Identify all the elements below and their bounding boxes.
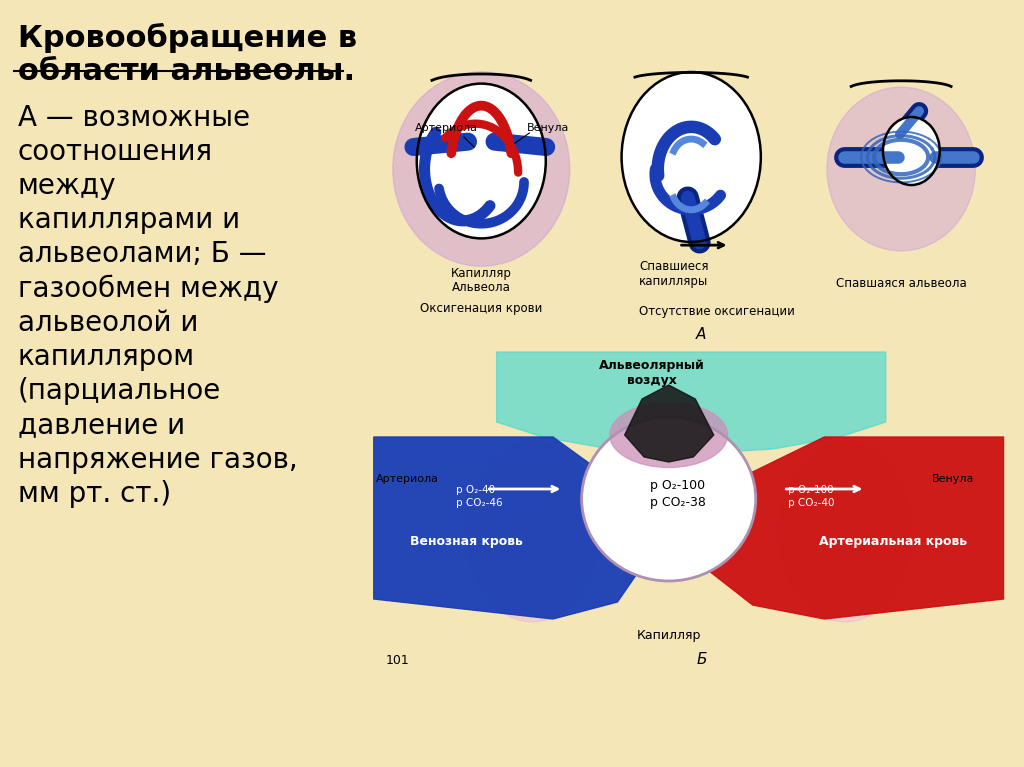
- Polygon shape: [625, 385, 714, 462]
- Text: Оксигенация крови: Оксигенация крови: [420, 302, 543, 315]
- Text: р O₂-100: р O₂-100: [788, 485, 835, 495]
- Text: Альвеола: Альвеола: [452, 281, 511, 294]
- Text: Венула: Венула: [527, 123, 569, 133]
- Ellipse shape: [393, 72, 569, 266]
- Text: Спавшиеся
капилляры: Спавшиеся капилляры: [639, 260, 709, 288]
- Text: Кровообращение в
области альвеолы.: Кровообращение в области альвеолы.: [17, 23, 356, 86]
- Text: А: А: [696, 327, 707, 342]
- Text: Б: Б: [696, 652, 707, 667]
- Text: 101: 101: [386, 654, 410, 667]
- Polygon shape: [374, 437, 655, 619]
- Text: Артериальная кровь: Артериальная кровь: [819, 535, 968, 548]
- Ellipse shape: [827, 87, 975, 251]
- Ellipse shape: [583, 418, 755, 580]
- Text: Артериола: Артериола: [376, 474, 439, 484]
- Text: р СO₂-40: р СO₂-40: [788, 498, 835, 508]
- Text: А — возможные
соотношения
между
капиллярами и
альвеолами; Б —
газообмен между
ал: А — возможные соотношения между капилляр…: [17, 104, 297, 508]
- Text: Венозная кровь: Венозная кровь: [410, 535, 522, 548]
- Text: Спавшаяся альвеола: Спавшаяся альвеола: [836, 277, 967, 290]
- Ellipse shape: [466, 442, 599, 622]
- Ellipse shape: [778, 442, 911, 622]
- Polygon shape: [497, 352, 886, 454]
- Ellipse shape: [609, 403, 727, 468]
- Text: Артериола: Артериола: [415, 123, 478, 133]
- Ellipse shape: [622, 72, 761, 242]
- Text: Альвеолярный
воздух: Альвеолярный воздух: [599, 359, 706, 387]
- Ellipse shape: [883, 117, 940, 185]
- Text: р O₂-100: р O₂-100: [650, 479, 706, 492]
- Polygon shape: [666, 437, 1004, 619]
- Text: Капилляр: Капилляр: [637, 629, 700, 642]
- Text: р O₂-40: р O₂-40: [456, 485, 495, 495]
- Text: р СO₂-46: р СO₂-46: [456, 498, 503, 508]
- Text: р СO₂-38: р СO₂-38: [650, 496, 707, 509]
- Text: Венула: Венула: [932, 474, 974, 484]
- Text: Капилляр: Капилляр: [451, 267, 512, 280]
- Ellipse shape: [417, 84, 546, 239]
- Text: Отсутствие оксигенации: Отсутствие оксигенации: [639, 305, 795, 318]
